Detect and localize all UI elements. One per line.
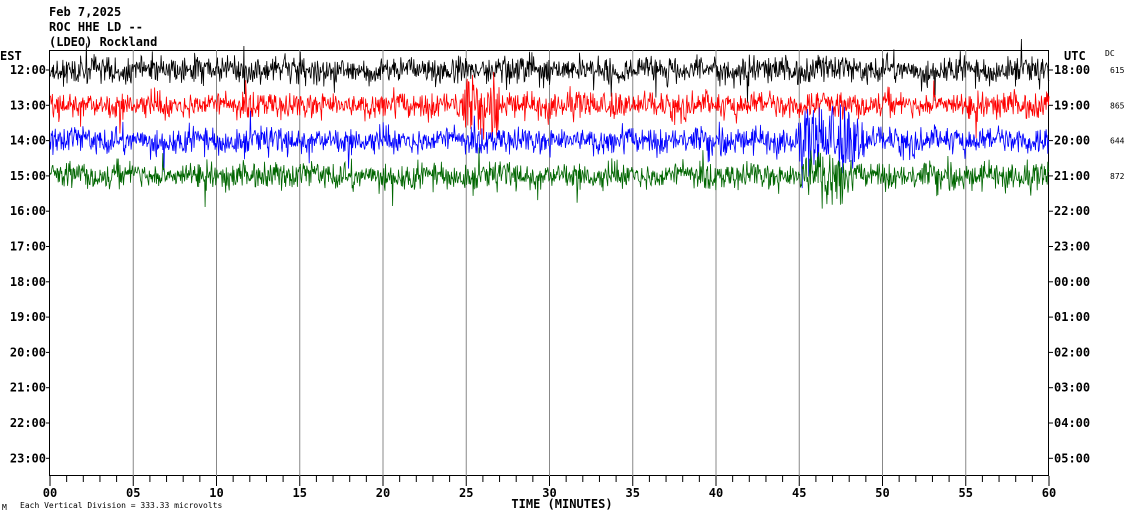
x-tick-05: 05 (126, 486, 140, 500)
utc-hour-03:00: 03:00 (1054, 381, 1090, 395)
est-hour-13:00: 13:00 (10, 98, 46, 112)
trace-hour-1 (49, 71, 1050, 140)
x-tick-10: 10 (209, 486, 223, 500)
utc-hour-labels: 18:00 19:00 20:00 21:00 22:00 23:00 00:00 01:00… (1049, 63, 1090, 465)
est-hour-22:00: 22:00 (10, 416, 46, 430)
est-hour-15:00: 15:00 (10, 169, 46, 183)
est-hour-20:00: 20:00 (10, 345, 46, 359)
x-tick-40: 40 (709, 486, 723, 500)
x-tick-00: 00 (43, 486, 57, 500)
utc-hour-04:00: 04:00 (1054, 416, 1090, 430)
est-hour-labels: 12:00 13:00 14:00 15:00 16:00 17:00 18:00 19:00… (10, 63, 50, 465)
est-hour-21:00: 21:00 (10, 381, 46, 395)
utc-hour-21:00: 21:00 (1054, 169, 1090, 183)
header-date: Feb 7,2025 (49, 5, 121, 19)
est-hour-16:00: 16:00 (10, 204, 46, 218)
utc-hour-00:00: 00:00 (1054, 275, 1090, 289)
dc-header-label: DC (1105, 49, 1115, 58)
utc-hour-01:00: 01:00 (1054, 310, 1090, 324)
utc-hour-18:00: 18:00 (1054, 63, 1090, 77)
utc-hour-02:00: 02:00 (1054, 345, 1090, 359)
x-tick-35: 35 (626, 486, 640, 500)
dc-value-3: 872 (1110, 172, 1125, 181)
x-minor-ticks (49, 476, 1050, 486)
header-station: ROC HHE LD -- (49, 20, 143, 34)
utc-hour-22:00: 22:00 (1054, 204, 1090, 218)
x-tick-55: 55 (959, 486, 973, 500)
est-hour-18:00: 18:00 (10, 275, 46, 289)
header-network: (LDEO) Rockland (49, 35, 157, 49)
seismic-traces (49, 38, 1050, 209)
x-tick-60: 60 (1042, 486, 1056, 500)
dc-value-2: 644 (1110, 137, 1125, 146)
utc-hour-23:00: 23:00 (1054, 240, 1090, 254)
dc-value-0: 615 (1110, 66, 1125, 75)
utc-axis-label: UTC (1064, 49, 1086, 63)
utc-hour-05:00: 05:00 (1054, 451, 1090, 465)
x-tick-45: 45 (792, 486, 806, 500)
est-hour-23:00: 23:00 (10, 451, 46, 465)
est-hour-19:00: 19:00 (10, 310, 46, 324)
x-tick-20: 20 (376, 486, 390, 500)
x-tick-15: 15 (293, 486, 307, 500)
est-hour-14:00: 14:00 (10, 134, 46, 148)
x-tick-30: 30 (542, 486, 556, 500)
trace-hour-0 (49, 38, 1050, 103)
dc-value-1: 865 (1110, 101, 1125, 110)
utc-hour-20:00: 20:00 (1054, 134, 1090, 148)
x-tick-labels: 00 05 10 15 20 25 30 35 40 45 50 55 60 (43, 486, 1056, 500)
footer-symbol: M (2, 503, 7, 512)
utc-hour-19:00: 19:00 (1054, 98, 1090, 112)
x-tick-25: 25 (459, 486, 473, 500)
trace-hour-2 (49, 104, 1050, 189)
trace-hour-3 (49, 147, 1050, 209)
x-axis-label: TIME (MINUTES) (511, 497, 612, 511)
est-axis-label: EST (0, 49, 22, 63)
footer-note: Each Vertical Division = 333.33 microvol… (20, 501, 222, 510)
vertical-gridlines (132, 50, 967, 476)
est-hour-17:00: 17:00 (10, 240, 46, 254)
dc-value-labels: 615 865 644 872 (1110, 66, 1125, 181)
est-hour-12:00: 12:00 (10, 63, 46, 77)
x-tick-50: 50 (875, 486, 889, 500)
